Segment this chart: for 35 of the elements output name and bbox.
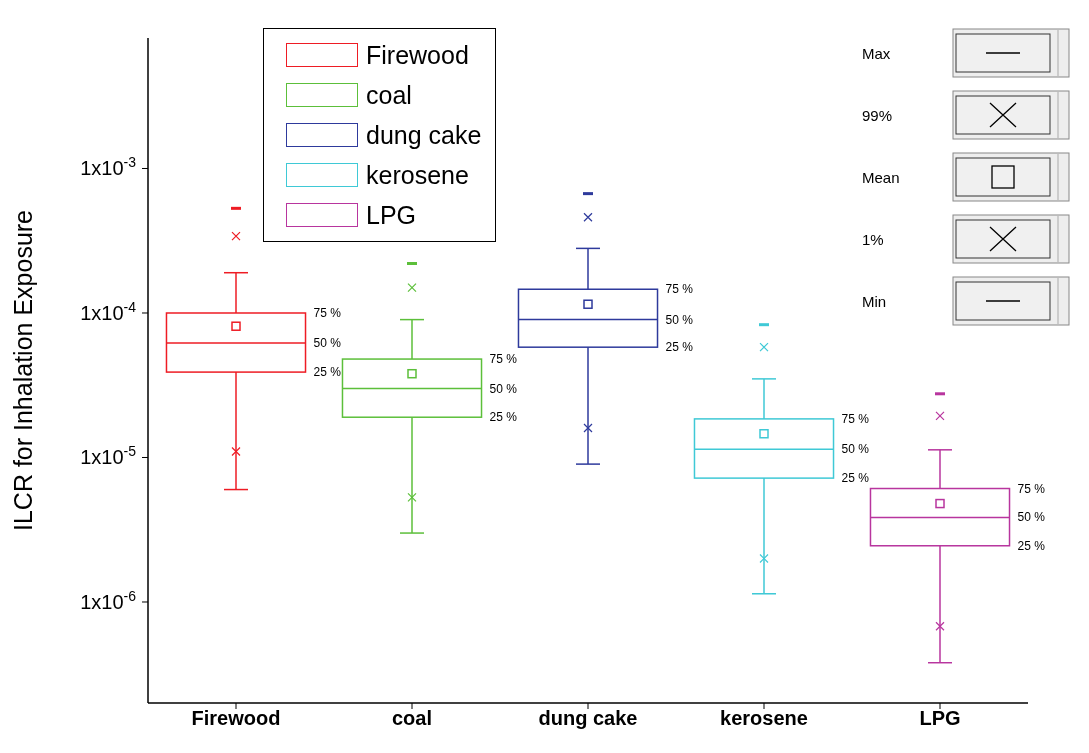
legend-label: kerosene [366,160,469,190]
annotation: 75 % [1017,481,1046,496]
legend-label: coal [366,80,412,110]
annotation: 25 % [313,365,342,380]
annotation: Min [862,292,888,310]
x-tick-label: coal [391,707,433,730]
annotation: Max [862,44,892,62]
y-axis-title: ILCR for Inhalation Exposure [8,209,37,532]
x-tick-label: kerosene [720,707,808,730]
annotation: 50 % [313,336,342,350]
annotation: 50 % [841,442,870,457]
x-tick-label: Firewood [191,707,281,730]
y-tick-label: 1x10$^{-6}$ [80,588,137,613]
legend-label: LPG [366,200,417,230]
y-tick-label: 1x10$^{-3}$ [80,154,137,180]
annotation: 75 % [489,352,518,367]
y-tick-label: 1x10$^{-4}$ [80,299,137,324]
annotation: 99% [862,106,894,124]
annotation: Mean [862,168,901,186]
legend-label: Firewood [366,40,469,70]
annotation: 75 % [665,282,694,297]
annotation: 25 % [1017,538,1046,553]
annotation: 50 % [1017,510,1046,525]
x-tick-label: LPG [919,707,961,730]
annotation: 50 % [665,312,694,327]
annotation: 25 % [489,410,518,425]
x-tick-label: dung cake [538,707,638,730]
annotation: 1% [862,230,885,248]
annotation: 25 % [665,340,694,355]
annotation: 75 % [313,306,342,320]
annotation: 50 % [489,381,518,396]
y-tick-label: 1x10$^{-5}$ [80,443,137,469]
annotation: 25 % [841,471,870,486]
annotation: 75 % [841,411,870,426]
legend-label: dung cake [366,120,482,150]
